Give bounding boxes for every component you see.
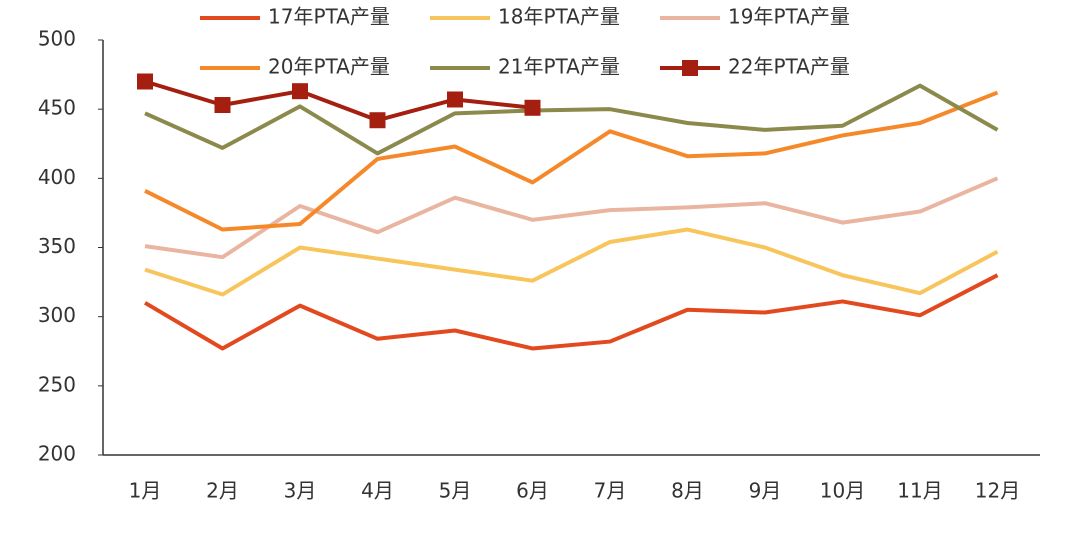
legend-label: 22年PTA产量 bbox=[728, 55, 850, 79]
x-tick-label: 8月 bbox=[671, 479, 704, 503]
legend-label: 18年PTA产量 bbox=[498, 5, 620, 29]
x-tick-label: 2月 bbox=[206, 479, 239, 503]
series-line bbox=[144, 227, 999, 297]
legend-label: 21年PTA产量 bbox=[498, 55, 620, 79]
y-tick-label: 350 bbox=[38, 234, 76, 258]
marker bbox=[292, 83, 308, 100]
x-tick-label: 5月 bbox=[439, 479, 472, 503]
marker bbox=[524, 99, 541, 116]
legend-marker bbox=[682, 60, 698, 76]
marker bbox=[447, 91, 463, 108]
x-tick-label: 7月 bbox=[594, 479, 627, 503]
series-line bbox=[143, 273, 999, 351]
legend-label: 19年PTA产量 bbox=[728, 5, 850, 29]
series-line bbox=[144, 83, 999, 156]
x-tick-label: 9月 bbox=[749, 479, 782, 503]
x-tick-label: 10月 bbox=[820, 479, 865, 503]
marker bbox=[137, 73, 153, 90]
y-tick-label: 250 bbox=[38, 372, 76, 396]
y-tick-label: 300 bbox=[38, 303, 76, 327]
y-tick-label: 450 bbox=[38, 96, 76, 120]
marker bbox=[369, 112, 386, 129]
x-tick-label: 6月 bbox=[516, 479, 549, 503]
x-tick-label: 12月 bbox=[975, 479, 1020, 503]
x-tick-label: 11月 bbox=[897, 479, 942, 503]
legend-label: 17年PTA产量 bbox=[268, 5, 390, 29]
x-tick-label: 4月 bbox=[361, 479, 394, 503]
y-tick-label: 400 bbox=[38, 165, 76, 189]
marker bbox=[214, 97, 231, 114]
series-line bbox=[144, 79, 533, 123]
y-tick-label: 200 bbox=[38, 442, 76, 466]
y-tick-label: 500 bbox=[38, 27, 76, 51]
x-tick-label: 1月 bbox=[129, 479, 162, 503]
series-line bbox=[144, 90, 999, 232]
legend-label: 20年PTA产量 bbox=[268, 55, 390, 79]
x-tick-label: 3月 bbox=[284, 479, 317, 503]
series-line bbox=[144, 176, 999, 260]
